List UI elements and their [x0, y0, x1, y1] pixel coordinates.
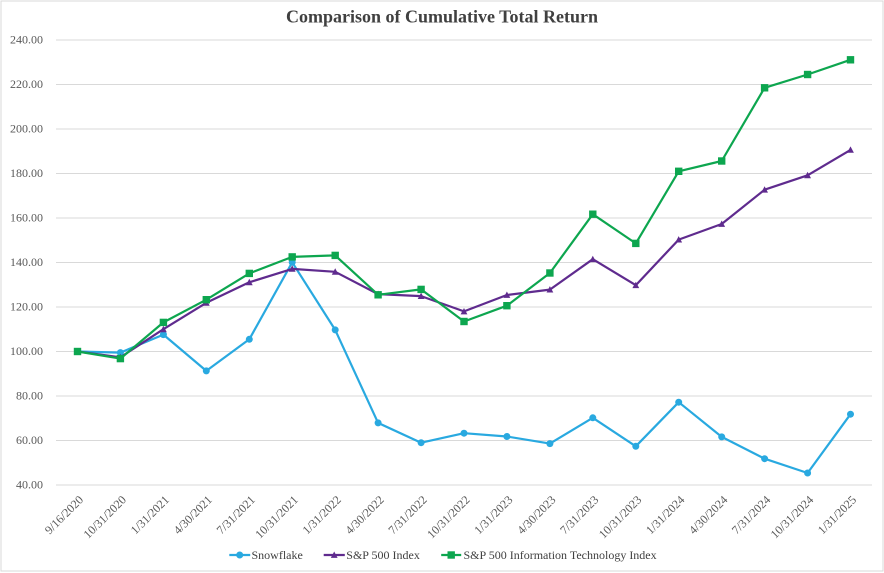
svg-text:80.00: 80.00	[16, 389, 43, 403]
svg-text:120.00: 120.00	[10, 300, 43, 314]
svg-text:40.00: 40.00	[16, 478, 43, 492]
svg-text:60.00: 60.00	[16, 433, 43, 447]
svg-text:S&P 500 Index: S&P 500 Index	[346, 548, 420, 562]
svg-text:240.00: 240.00	[10, 33, 43, 47]
svg-text:100.00: 100.00	[10, 344, 43, 358]
svg-text:220.00: 220.00	[10, 77, 43, 91]
svg-text:180.00: 180.00	[10, 166, 43, 180]
svg-text:200.00: 200.00	[10, 122, 43, 136]
svg-text:Snowflake: Snowflake	[252, 548, 303, 562]
svg-text:Comparison of Cumulative Total: Comparison of Cumulative Total Return	[286, 7, 598, 27]
svg-text:140.00: 140.00	[10, 255, 43, 269]
svg-text:S&P 500 Information Technology: S&P 500 Information Technology Index	[464, 548, 657, 562]
svg-text:160.00: 160.00	[10, 211, 43, 225]
